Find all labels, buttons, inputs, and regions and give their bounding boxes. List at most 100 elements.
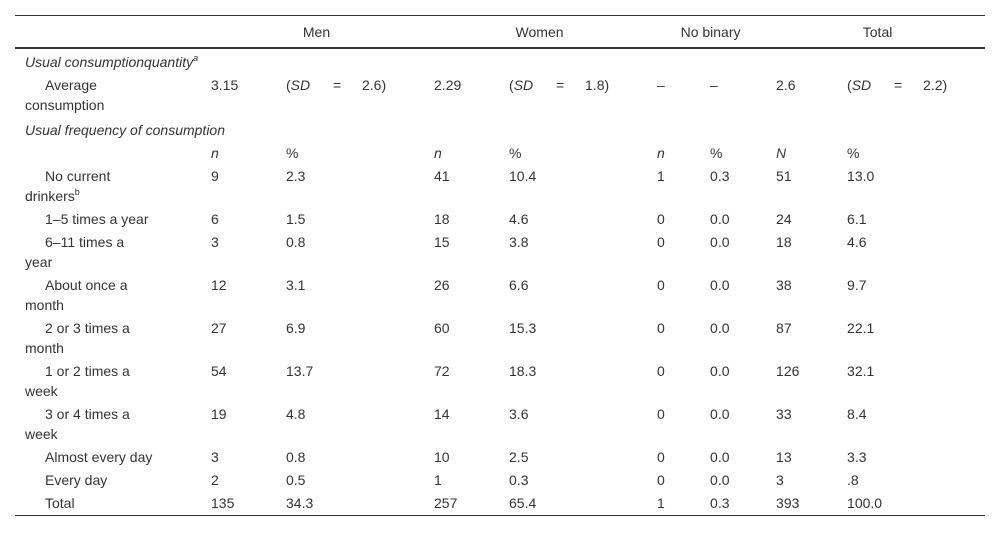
cell-value: 22.1 [847, 320, 875, 336]
row-label-cell: 1 or 2 times a week [15, 360, 205, 403]
value-cell: 0.0 [704, 469, 770, 492]
row-label: week [25, 381, 205, 401]
cell-value: 0.0 [710, 277, 730, 293]
cell-value: 8.4 [847, 406, 867, 422]
data-row: Average consumption 3.15 (SD = 2.6) 2.29 (SD = 1.… [15, 74, 985, 117]
cell-value: – [710, 77, 718, 93]
value-cell: (SD = 2.6) [280, 74, 428, 117]
row-label-cell: 1–5 times a year [15, 208, 205, 231]
subheader-label: n [434, 145, 442, 161]
cell-value: 34.3 [286, 495, 314, 511]
data-row: Almost every day 3 0.8 10 2.5 0 0.0 13 3.3 [15, 446, 985, 469]
column-header: Women [515, 23, 564, 40]
cell-value: 0.0 [710, 449, 730, 465]
row-label-text: 3 or 4 times a [45, 406, 130, 422]
value-cell: 6 [205, 208, 280, 231]
value-cell: 32.1 [841, 360, 985, 403]
row-label: drinkersb [25, 186, 205, 206]
value-cell: 3 [205, 231, 280, 274]
cell-value: 0.0 [710, 406, 730, 422]
header-row: Men Women No binary Total [15, 15, 986, 49]
cell-value: 3.15 [211, 77, 239, 93]
cell-value: 41 [434, 168, 450, 184]
cell-value: 0.0 [710, 472, 730, 488]
cell-value: 18 [776, 234, 792, 250]
value-cell: 19 [205, 403, 280, 446]
row-label: Total [25, 493, 205, 513]
value-cell: 1 [428, 469, 503, 492]
subheader-cell: N [770, 142, 841, 165]
data-row: 6–11 times a year 3 0.8 15 3.8 0 0.0 18 4.6 [15, 231, 985, 274]
cell-value: 3.8 [509, 234, 529, 250]
corner-cell [15, 16, 205, 49]
cell-value: 0 [657, 320, 665, 336]
cell-value: .8 [847, 472, 859, 488]
data-row: Total 135 34.3 257 65.4 1 0.3 393 100.0 [15, 492, 985, 516]
value-cell: 9.7 [841, 274, 985, 317]
data-row: No current drinkersb 9 2.3 41 10.4 1 0.3 51 13.0 [15, 165, 985, 208]
value-cell: 65.4 [503, 492, 651, 516]
cell-value: 26 [434, 277, 450, 293]
cell-value: 15.3 [509, 320, 537, 336]
row-label-cell: No current drinkersb [15, 165, 205, 208]
row-label-text: Every day [45, 472, 108, 488]
value-cell: 87 [770, 317, 841, 360]
subheader-label: % [847, 145, 860, 161]
value-cell: 54 [205, 360, 280, 403]
row-label-text: month [25, 297, 64, 313]
data-table: Men Women No binary Total Usual consumpt… [15, 15, 986, 516]
subheader-label: % [509, 145, 522, 161]
cell-value: 2.6 [776, 77, 796, 93]
value-cell: 12 [205, 274, 280, 317]
cell-value: 126 [776, 363, 800, 379]
value-cell: 38 [770, 274, 841, 317]
cell-value: 0 [657, 363, 665, 379]
cell-value: 2.3 [286, 168, 306, 184]
row-label-text: 1 or 2 times a [45, 363, 130, 379]
value-cell: 15.3 [503, 317, 651, 360]
row-label-text: No current [45, 168, 111, 184]
cell-value: 100.0 [847, 495, 883, 511]
data-row: About once a month 12 3.1 26 6.6 0 0.0 38 9.7 [15, 274, 985, 317]
cell-value: 12 [211, 277, 227, 293]
cell-value: 33 [776, 406, 792, 422]
sd-paren: ( [509, 77, 514, 93]
value-cell: 3.1 [280, 274, 428, 317]
subheader-label: % [710, 145, 723, 161]
cell-value: 0 [657, 277, 665, 293]
row-label-text: About once a [45, 277, 128, 293]
value-cell: 2.5 [503, 446, 651, 469]
value-cell: 14 [428, 403, 503, 446]
value-cell: 0.0 [704, 403, 770, 446]
row-label: month [25, 295, 205, 315]
value-cell: 0 [651, 403, 704, 446]
cell-value: 3 [776, 472, 784, 488]
value-cell: 0.0 [704, 446, 770, 469]
value-cell: 15 [428, 231, 503, 274]
data-row: 3 or 4 times a week 19 4.8 14 3.6 0 0.0 33 8.4 [15, 403, 985, 446]
sd-paren: ( [847, 77, 852, 93]
footnote-mark: a [193, 53, 199, 63]
value-cell: 9 [205, 165, 280, 208]
cell-value: 135 [211, 495, 235, 511]
value-cell: 3.15 [205, 74, 280, 117]
cell-value: 0.0 [710, 234, 730, 250]
value-cell: 0 [651, 360, 704, 403]
subheader-label: % [286, 145, 299, 161]
row-label-text: week [25, 383, 58, 399]
value-cell: 3.6 [503, 403, 651, 446]
row-label-text: Total [45, 495, 75, 511]
value-cell: 257 [428, 492, 503, 516]
value-cell: 13 [770, 446, 841, 469]
row-label-text: drinkers [25, 188, 75, 204]
cell-value: 3.6 [509, 406, 529, 422]
row-label-cell: 6–11 times a year [15, 231, 205, 274]
sd-equals: = [556, 77, 565, 93]
section-title: Usual consumptionquantity [25, 54, 194, 70]
value-cell: 41 [428, 165, 503, 208]
row-label-text: month [25, 340, 64, 356]
value-cell: 1 [651, 165, 704, 208]
row-label: month [25, 338, 205, 358]
row-label-cell: Total [15, 492, 205, 516]
row-label-text: 6–11 times a [45, 234, 125, 250]
